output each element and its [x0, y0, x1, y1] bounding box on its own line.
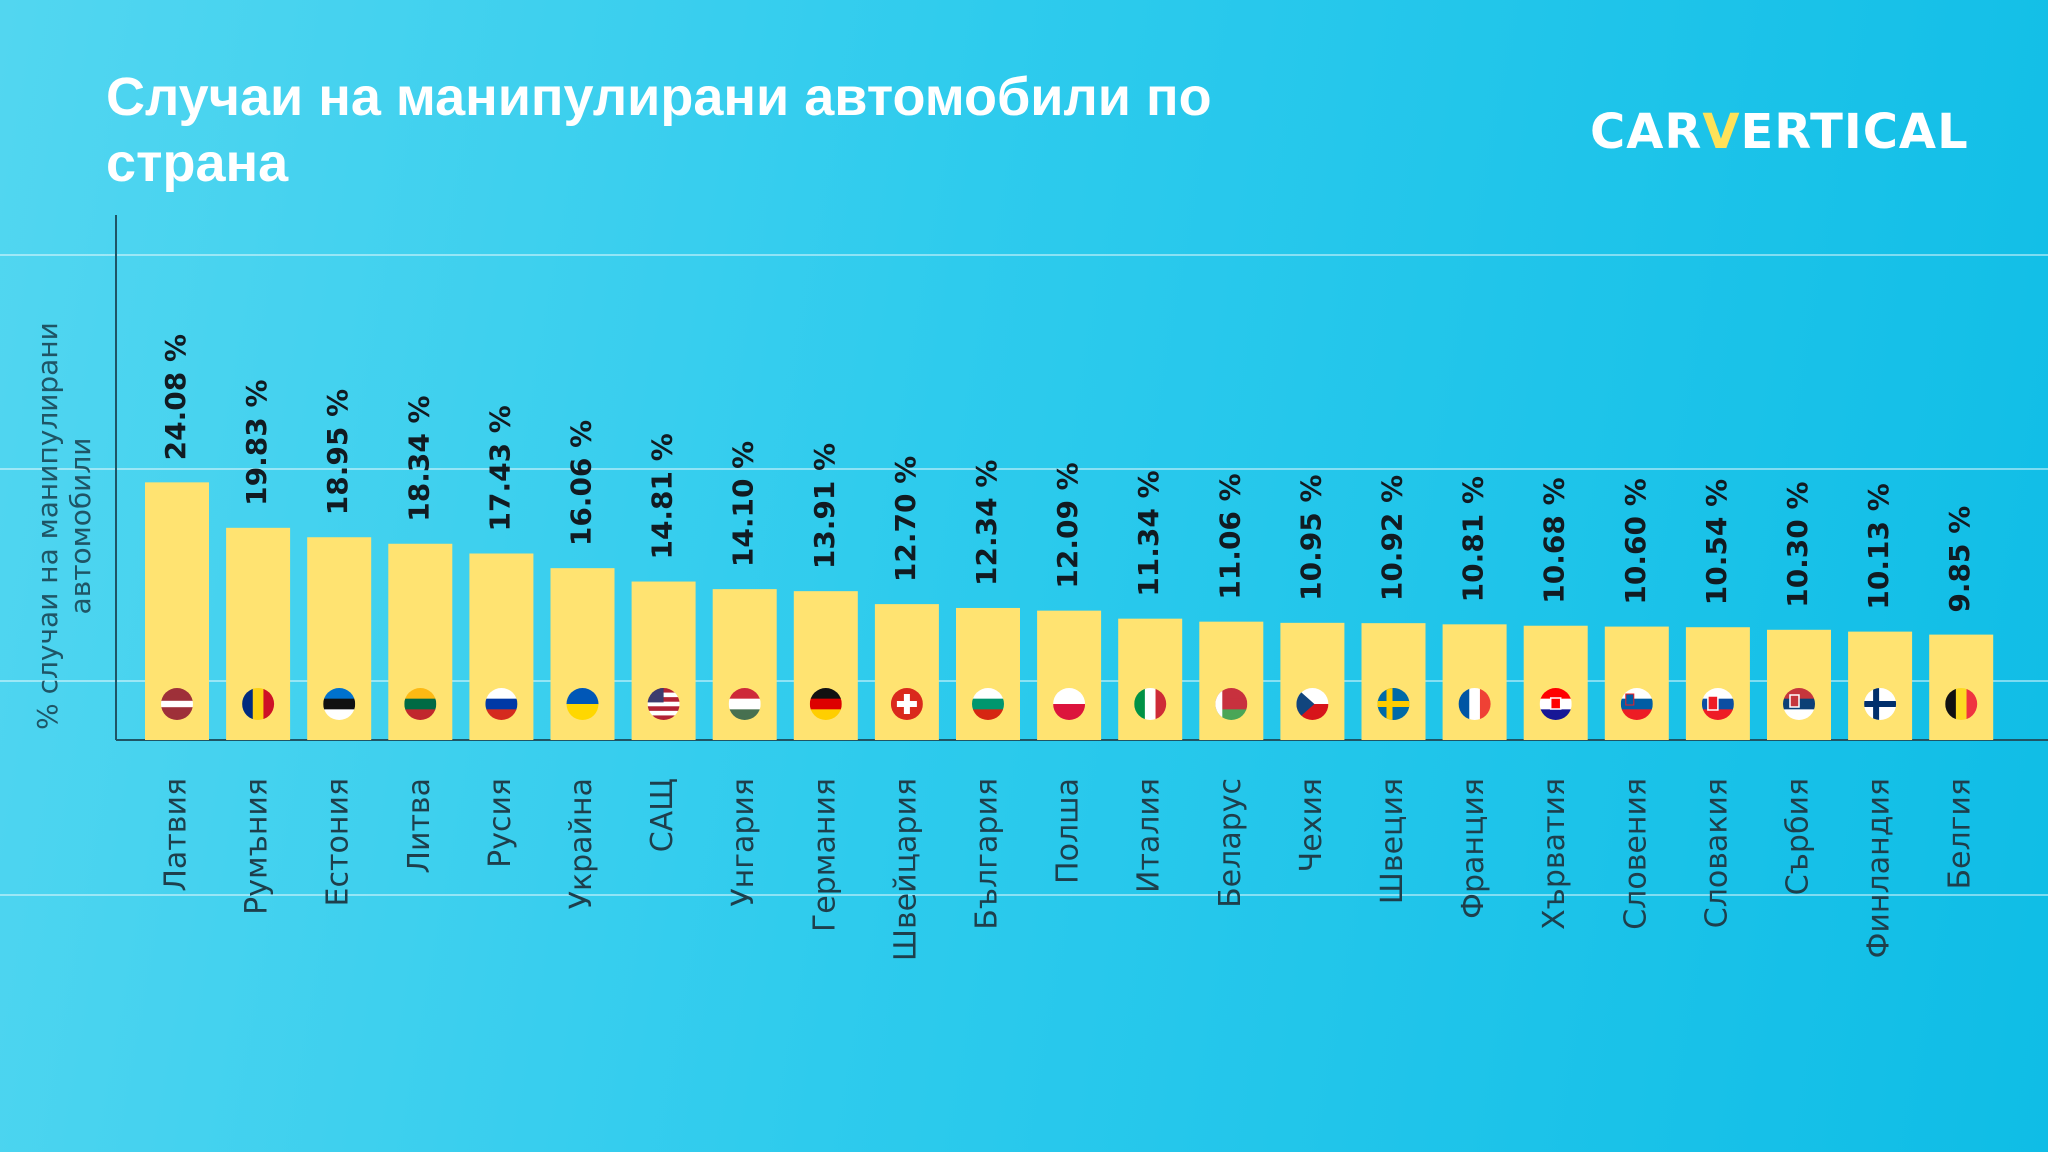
data-label: 10.92 % [1376, 475, 1409, 601]
data-label: 10.60 % [1619, 478, 1652, 604]
category-label: Италия [1132, 778, 1167, 893]
bar [1361, 623, 1426, 740]
bar [1118, 618, 1183, 740]
data-label: 14.10 % [727, 441, 760, 567]
bulgaria-flag-icon [972, 688, 1004, 720]
category-label: България [970, 778, 1005, 930]
grid-line [0, 680, 2048, 682]
category-label: Украйна [564, 778, 599, 909]
data-label: 18.34 % [402, 395, 435, 521]
category-label: Чехия [1294, 778, 1329, 872]
category-label: Унгария [726, 778, 761, 907]
bar [1767, 629, 1831, 740]
category-label: Финландия [1862, 778, 1897, 958]
logo-text-v: V [1702, 104, 1741, 160]
data-label: 24.08 % [159, 334, 192, 460]
serbia-flag-icon [1783, 688, 1815, 720]
finland-flag-icon [1864, 688, 1897, 720]
data-label: 10.68 % [1538, 477, 1571, 603]
logo-text-car: CAR [1590, 104, 1703, 160]
category-label: Германия [807, 778, 842, 932]
usa-flag-icon [647, 688, 680, 720]
germany-flag-icon [809, 688, 842, 720]
lithuania-flag-icon [404, 688, 437, 720]
czechia-flag-icon [1296, 688, 1329, 720]
estonia-flag-icon [323, 688, 356, 720]
category-label: Естония [321, 778, 356, 906]
belgium-flag-icon [1945, 688, 1978, 720]
bar [1685, 627, 1750, 740]
category-label: Хърватия [1537, 778, 1572, 930]
data-label: 10.95 % [1294, 474, 1327, 600]
category-label: Словакия [1699, 778, 1734, 928]
bar [1280, 622, 1345, 740]
bar [1604, 626, 1669, 740]
grid-line [0, 894, 2048, 896]
data-label: 12.70 % [889, 456, 922, 582]
data-label: 10.54 % [1700, 479, 1733, 605]
data-label: 11.06 % [1213, 473, 1246, 599]
data-label: 13.91 % [808, 443, 841, 569]
category-label: Белгия [1943, 778, 1978, 890]
sweden-flag-icon [1377, 688, 1410, 720]
switzerland-flag-icon [890, 688, 923, 720]
category-label: Швеция [1375, 778, 1410, 904]
category-label: Франция [1456, 778, 1491, 919]
bar [1037, 610, 1102, 740]
france-flag-icon [1458, 688, 1491, 720]
category-label: САЩ [645, 778, 680, 852]
category-label: Русия [483, 778, 518, 868]
carvertical-logo: CARVERTICAL [1590, 104, 1968, 164]
category-label: Латвия [159, 778, 194, 892]
logo-text-ertical: ERTICAL [1740, 104, 1969, 160]
category-label: Литва [402, 778, 437, 874]
bar [1929, 634, 1994, 740]
slovenia-flag-icon [1620, 688, 1653, 720]
bar [1523, 625, 1588, 740]
hungary-flag-icon [728, 688, 761, 720]
bar [1848, 631, 1913, 740]
chart-title: Случаи на манипулирани автомобили по стр… [106, 67, 1212, 193]
data-label: 12.09 % [1051, 462, 1084, 588]
category-label: Словения [1618, 778, 1653, 930]
ukraine-flag-icon [566, 688, 599, 720]
data-label: 10.81 % [1457, 476, 1490, 602]
data-label: 14.81 % [646, 433, 679, 559]
data-label: 12.34 % [970, 460, 1003, 586]
bar [1442, 624, 1507, 740]
category-label: Швейцария [888, 778, 923, 961]
poland-flag-icon [1053, 688, 1086, 720]
slovakia-flag-icon [1701, 688, 1734, 720]
croatia-flag-icon [1539, 688, 1572, 720]
data-label: 18.95 % [321, 389, 354, 515]
bar [956, 607, 1020, 740]
romania-flag-icon [242, 688, 275, 720]
latvia-flag-icon [161, 688, 193, 720]
data-label: 19.83 % [240, 379, 273, 505]
data-label: 9.85 % [1943, 506, 1976, 613]
data-label: 10.13 % [1862, 483, 1895, 609]
grid-line [0, 254, 2048, 256]
data-label: 10.30 % [1781, 481, 1814, 607]
category-label: Полша [1051, 778, 1086, 884]
category-label: Беларус [1213, 778, 1248, 908]
category-label: Сърбия [1781, 778, 1816, 895]
grid-line [0, 468, 2048, 470]
data-label: 11.34 % [1132, 470, 1165, 596]
belarus-flag-icon [1215, 688, 1248, 720]
data-label: 17.43 % [483, 405, 516, 531]
russia-flag-icon [485, 688, 518, 720]
italy-flag-icon [1134, 688, 1167, 720]
bar [1199, 621, 1264, 740]
category-label: Румъния [240, 778, 275, 915]
data-label: 16.06 % [565, 420, 598, 546]
